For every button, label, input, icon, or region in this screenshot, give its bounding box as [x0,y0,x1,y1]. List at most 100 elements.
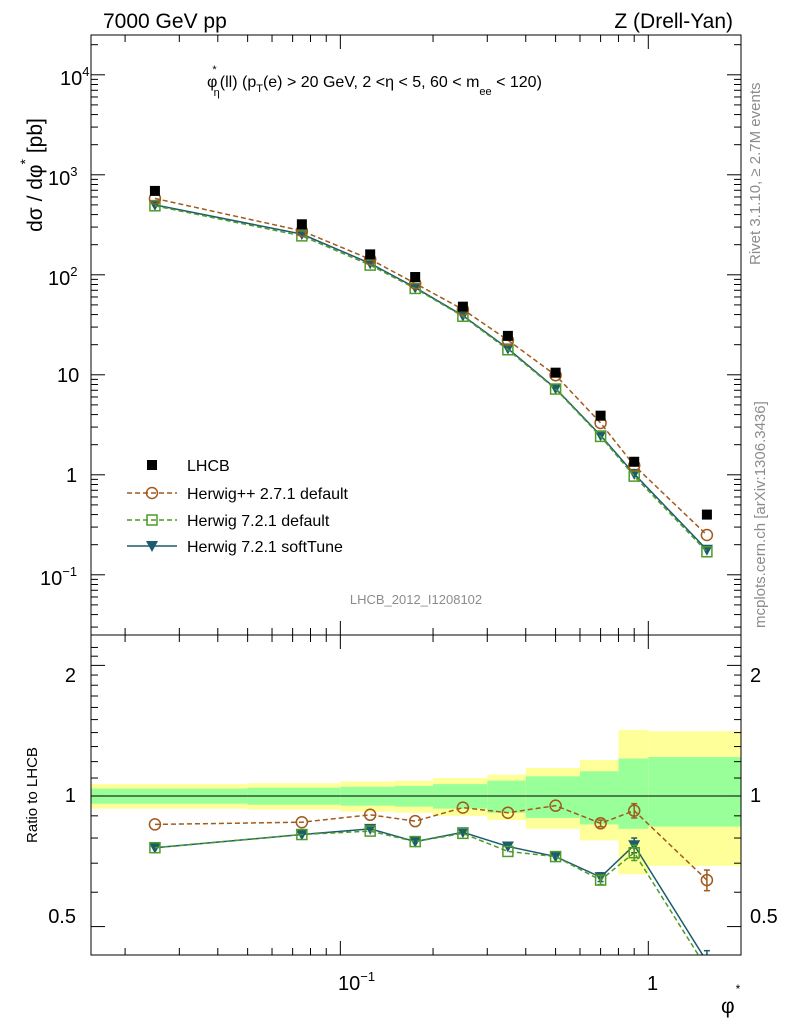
ratio-point [148,842,161,854]
ratio-point [149,841,161,854]
title-part-b: (e) > 20 GeV, 2 <η < 5, 60 < m [263,74,479,91]
legend-marker [146,541,158,552]
ratio-point [409,836,422,848]
ratio-point [456,827,469,839]
title-part-c: < 120) [492,74,542,91]
ratio-point [456,801,470,814]
analysis-watermark: LHCB_2012_I1208102 [350,592,482,607]
ratio-point [702,964,712,974]
ratio-ytick-2-left: 2 [65,665,76,687]
header-right: Z (Drell-Yan) [614,10,733,33]
legend-label-herwig-default: Herwig 7.2.1 default [187,513,330,530]
xtick-label-1: 1 [647,973,658,995]
main-point [629,456,640,467]
title-star: * [212,64,217,76]
main-point [594,430,607,443]
ratio-point [295,815,309,829]
x-axis-label: φ* [721,982,741,1018]
main-point [149,185,160,196]
ytick-label-1: 1 [66,465,77,487]
ylabel-part-b: [pb] [24,118,47,159]
title-eta-sub: η [214,87,220,99]
legend-marker [145,486,159,500]
header-left: 7000 GeV pp [103,10,227,33]
legend-marker [146,514,158,526]
xlabel-phi: φ [721,995,735,1018]
plot-title: φ* η(ll) (pT(e) > 20 GeV, 2 <η < 5, 60 < … [207,64,542,99]
main-point [595,410,606,421]
ytick-label-1e-1: 10−1 [40,564,77,590]
band-inner-bin [579,771,619,825]
main-point [701,509,712,520]
ratio-point [408,814,422,828]
ratio-point [549,799,562,812]
band-inner-bin [618,758,649,829]
ratio-point [364,825,376,837]
ratio-point [700,873,714,887]
xlabel-star: * [736,982,741,996]
legend-label-herwigpp: Herwig++ 2.7.1 default [187,486,349,503]
main-point [700,544,713,556]
main-point [701,545,713,558]
legend-label-herwig-softtune: Herwig 7.2.1 softTune [187,539,343,556]
ratio-point [594,817,607,830]
legend-entry-herwigpp: Herwig++ 2.7.1 default [127,486,349,503]
ratio-point [594,874,607,886]
ratio-ytick-2-right: 2 [750,665,761,687]
band-inner-bin [648,756,741,827]
title-t-sub: T [256,83,263,95]
ratio-point [549,850,562,863]
main-point [365,249,376,260]
main-series-line [154,204,708,551]
ratio-point [549,851,562,863]
main-point [549,383,562,395]
ylabel-star: * [17,158,33,164]
ratio-point [148,818,162,831]
ratio-ytick-1-left: 1 [65,785,76,807]
legend-marker [147,460,157,470]
y-axis-label: dσ / dφ* [pb] [17,118,47,232]
ratio-point [409,835,421,848]
ratio-point [627,804,641,817]
legend-marker-herwig-default [127,514,177,526]
legend-label-lhcb: LHCB [187,458,230,475]
main-point [502,344,514,356]
ratio-frame [90,634,742,956]
axes [90,34,742,956]
ytick-label-1e3: 103 [48,164,77,190]
main-point [410,272,421,283]
legend-entry-herwig-softtune: Herwig 7.2.1 softTune [127,539,343,556]
ratio-point [296,828,308,841]
ratio-point [363,808,377,822]
ratio-ytick-0.5-right: 0.5 [750,906,778,928]
ratio-ytick-0.5-left: 0.5 [48,906,76,928]
ratio-point [701,957,713,968]
legend-entry-herwig-default: Herwig 7.2.1 default [127,513,330,530]
ytick-label-1e2: 102 [48,264,77,290]
ratio-uncertainty-bands [91,729,741,875]
main-series-line [154,197,708,536]
main-series-line [154,205,708,553]
legend-marker-herwig-softtune [127,541,177,552]
ratio-series [148,799,714,974]
main-point [550,367,561,378]
ratio-ytick-1-right: 1 [750,785,761,807]
legend-marker-lhcb [147,460,157,470]
title-ee-sub: ee [479,86,491,98]
mcplots-label: mcplots.cern.ch [arXiv:1306.3436] [752,401,769,628]
title-part-a: (ll) (p [220,74,257,91]
legend-marker-herwigpp [127,486,177,500]
main-point [296,230,308,242]
rivet-label: Rivet 3.1.10, ≥ 2.7M events [747,83,764,266]
title-phi: φ [207,74,217,91]
main-point [502,330,513,341]
ratio-point [628,846,640,859]
band-inner-bin [525,776,580,818]
main-point [457,301,468,312]
main-series [148,185,714,558]
ratio-y-axis-label: Ratio to LHCB [24,747,41,843]
ylabel-part-a: dσ / dφ [24,164,47,231]
legend-entry-lhcb: LHCB [147,458,230,475]
ytick-label-1e4: 104 [60,64,89,90]
